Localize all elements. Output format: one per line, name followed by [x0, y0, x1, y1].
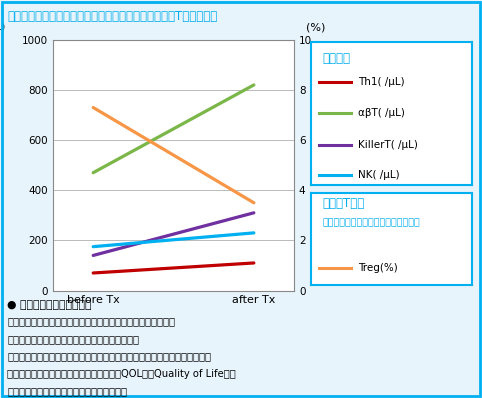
Text: （免疫反応を弱める働きをする細胞）: （免疫反応を弱める働きをする細胞） — [322, 219, 420, 228]
Text: 治療前後で免疫細胞（血中リンパ球）は増加、制御性T細胞は減少: 治療前後で免疫細胞（血中リンパ球）は増加、制御性T細胞は減少 — [7, 10, 217, 23]
Text: Th1( /μL): Th1( /μL) — [358, 77, 404, 87]
Text: 維持しながら治療を続けることも可能です。: 維持しながら治療を続けることも可能です。 — [7, 386, 127, 396]
Text: NK( /μL): NK( /μL) — [358, 170, 400, 180]
Text: αβT( /μL): αβT( /μL) — [358, 108, 404, 119]
Text: 軽い発熱、発疹等が見られる場合がありますが、: 軽い発熱、発疹等が見られる場合がありますが、 — [7, 334, 139, 344]
Text: 副作用が少ないため、生活の質、いわゆるQOL（＝Quality of Life）を: 副作用が少ないため、生活の質、いわゆるQOL（＝Quality of Life）… — [7, 369, 236, 379]
Text: 免疫細胞: 免疫細胞 — [322, 52, 350, 65]
Text: ● リスク・副作用について: ● リスク・副作用について — [7, 300, 92, 310]
Text: それ以外は重筄な副作用は見られず、軽体への負担がほとんどありません。: それ以外は重筄な副作用は見られず、軽体への負担がほとんどありません。 — [7, 351, 211, 361]
Text: 免疫細胞治療は患者さん自身の免疫細胞を治療に用いるので、: 免疫細胞治療は患者さん自身の免疫細胞を治療に用いるので、 — [7, 316, 175, 326]
Text: KillerT( /μL): KillerT( /μL) — [358, 140, 417, 150]
Text: Treg(%): Treg(%) — [358, 263, 398, 273]
Text: (%): (%) — [306, 22, 325, 32]
Text: 制御性T細胞: 制御性T細胞 — [322, 197, 364, 210]
Text: ( /μL): ( /μL) — [0, 22, 5, 32]
